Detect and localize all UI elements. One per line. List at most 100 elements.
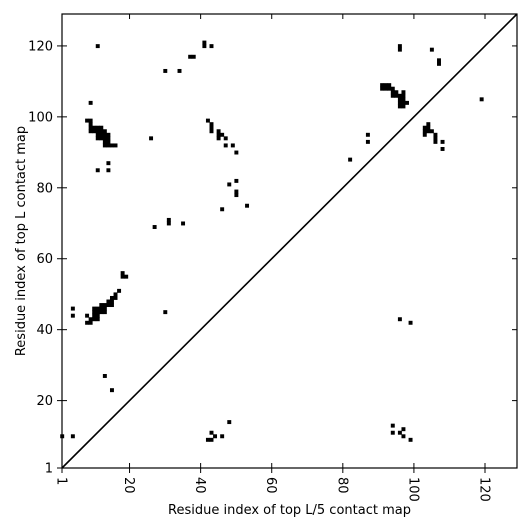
contact-point: [405, 100, 409, 105]
contact-point: [113, 143, 118, 148]
contact-point: [88, 122, 93, 127]
contact-point: [397, 47, 402, 52]
contact-point: [106, 168, 111, 173]
contact-point: [102, 143, 107, 148]
contact-point: [181, 221, 186, 226]
contact-point: [102, 132, 107, 137]
contact-point: [429, 129, 434, 134]
contact-point: [401, 427, 406, 432]
contact-point: [92, 310, 97, 315]
contact-point: [113, 292, 118, 297]
contact-point: [106, 299, 111, 304]
contact-point: [397, 317, 402, 322]
contact-point: [102, 136, 107, 141]
contact-point: [390, 430, 395, 435]
contact-point: [109, 299, 114, 304]
contact-point: [113, 295, 118, 300]
contact-point: [397, 97, 402, 102]
contact-point: [117, 288, 122, 293]
contact-point: [390, 423, 395, 428]
contact-point: [426, 125, 431, 130]
contact-point: [440, 139, 445, 144]
contact-point: [227, 420, 232, 425]
contact-point: [102, 303, 107, 308]
contact-point: [85, 118, 90, 123]
contact-point: [70, 434, 75, 439]
contact-point: [124, 274, 129, 279]
contact-point: [223, 136, 228, 141]
contact-point: [429, 47, 434, 52]
contact-point: [422, 125, 427, 130]
contact-point: [216, 136, 221, 141]
x-tick-label: 100: [405, 477, 420, 502]
contact-point: [408, 320, 413, 325]
contact-point: [149, 136, 154, 141]
diagonal-line: [61, 13, 518, 469]
contact-point: [85, 313, 90, 318]
contact-point: [99, 303, 104, 308]
contact-point: [390, 93, 395, 98]
contact-point: [433, 136, 438, 141]
x-tick-label: 40: [192, 477, 207, 494]
contact-point: [209, 125, 214, 130]
contact-point: [92, 306, 97, 311]
contact-point: [390, 86, 395, 91]
contact-point: [95, 125, 100, 130]
contact-point: [387, 83, 392, 88]
contact-point: [479, 97, 484, 102]
contact-point: [401, 93, 406, 98]
contact-point: [230, 143, 235, 148]
contact-point: [234, 178, 239, 183]
y-tick-label: 100: [28, 110, 53, 125]
contact-point: [209, 129, 214, 134]
contact-point: [408, 437, 413, 442]
contact-point: [380, 83, 385, 88]
contact-point: [85, 320, 90, 325]
contact-point: [191, 54, 196, 59]
contact-point: [109, 143, 114, 148]
contact-point: [209, 437, 214, 442]
contact-point: [109, 295, 114, 300]
contact-point: [95, 44, 100, 49]
contact-point: [95, 129, 100, 134]
contact-point: [109, 388, 114, 393]
contact-point: [397, 430, 402, 435]
contact-point: [397, 104, 402, 109]
contact-point: [166, 217, 171, 222]
contact-point: [92, 313, 97, 318]
contact-point: [437, 58, 441, 63]
contact-point: [209, 44, 214, 49]
contact-point: [106, 303, 111, 308]
contact-point: [213, 434, 218, 439]
contact-point: [245, 203, 250, 208]
contact-point: [95, 317, 100, 322]
contact-point: [365, 139, 370, 144]
contact-point: [401, 434, 406, 439]
contact-point: [205, 118, 210, 123]
contact-point: [401, 104, 406, 109]
contact-point: [109, 303, 114, 308]
y-axis-label: Residue index of top L contact map: [14, 126, 29, 356]
contact-point: [348, 157, 353, 162]
x-tick-label: 120: [477, 477, 492, 502]
y-tick-label: 1: [45, 462, 53, 477]
x-axis-ticks: 1 20 40 60 80 100 120: [54, 14, 492, 502]
contact-point: [220, 132, 225, 137]
contact-point: [88, 125, 93, 130]
contact-point: [120, 274, 125, 279]
contact-point: [422, 129, 427, 134]
contact-points: [60, 40, 484, 442]
contact-point: [401, 97, 406, 102]
contact-point: [234, 189, 239, 194]
contact-point: [440, 147, 445, 151]
contact-point: [92, 129, 97, 134]
contact-point: [99, 125, 104, 130]
contact-point: [88, 100, 93, 105]
contact-point: [88, 118, 93, 123]
contact-point: [70, 313, 75, 318]
contact-point: [220, 207, 225, 212]
contact-point: [106, 161, 111, 166]
contact-point: [188, 54, 193, 59]
contact-point: [216, 132, 221, 137]
